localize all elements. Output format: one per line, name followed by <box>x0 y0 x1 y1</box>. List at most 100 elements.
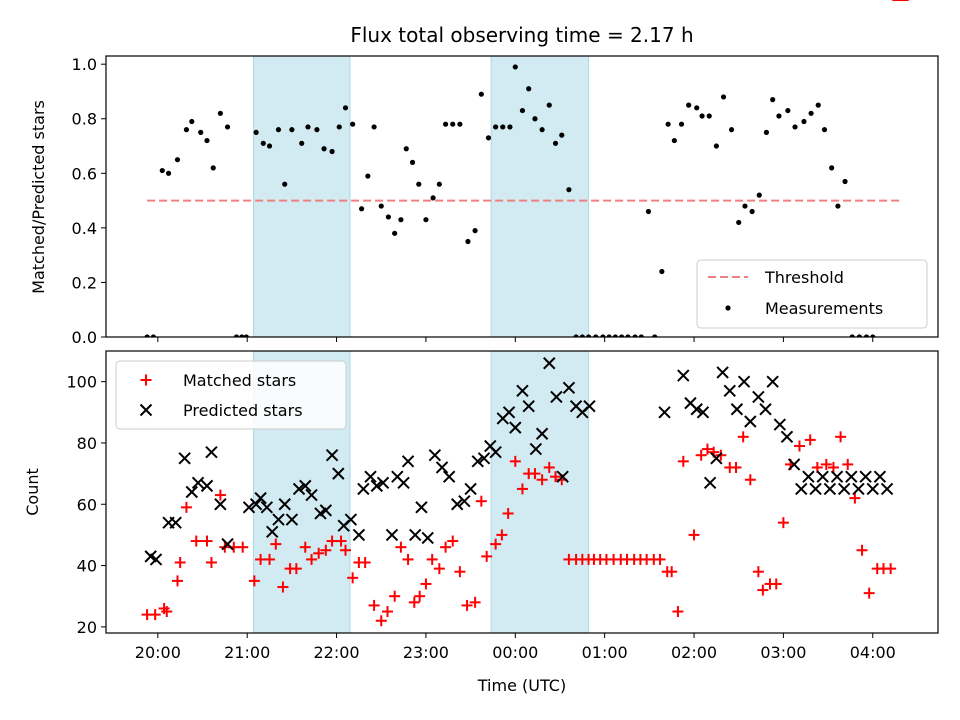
matched-star-point <box>402 553 414 565</box>
measurement-point <box>436 181 442 187</box>
predicted-star-point <box>285 513 299 526</box>
x-tick-label: 02:00 <box>671 643 717 662</box>
predicted-star-point <box>205 445 218 459</box>
predicted-star-point <box>178 452 191 465</box>
predicted-star-point <box>845 470 858 483</box>
predicted-star-point <box>502 406 516 419</box>
measurement-point <box>749 208 755 215</box>
matched-star-point <box>481 550 493 562</box>
measurement-point <box>159 167 165 174</box>
matched-star-point <box>340 544 352 556</box>
predicted-star-point <box>464 482 477 496</box>
measurement-point <box>204 137 210 144</box>
measurement-point <box>638 334 644 337</box>
matched-star-point <box>277 581 289 593</box>
chart-title: Flux total observing time = 2.17 h <box>350 23 693 47</box>
threshold-legend-label: Threshold <box>764 268 844 287</box>
predicted-star-point <box>299 479 312 493</box>
measurement-point <box>183 127 190 133</box>
predicted-star-point <box>744 415 757 428</box>
matched-star-point <box>270 538 282 550</box>
top-legend: Threshold Measurements <box>696 259 928 329</box>
predicted-star-point <box>773 418 787 431</box>
measurement-point <box>493 124 499 130</box>
measurement-point <box>593 334 599 337</box>
bottom-legend-box <box>115 360 347 430</box>
measurement-point <box>876 0 881 3</box>
measurement-point <box>430 195 436 201</box>
x-tick-label: 21:00 <box>224 643 270 662</box>
measurement-point <box>801 118 807 125</box>
predicted-star-point <box>221 537 234 551</box>
matched-star-point <box>447 535 459 547</box>
measurement-point <box>612 334 618 337</box>
predicted-star-point <box>837 482 851 496</box>
predicted-star-point <box>471 455 484 468</box>
measurement-point <box>210 165 216 171</box>
top-panel: 0.0 0.2 0.4 0.6 0.8 1.0 Threshold Measurements <box>72 0 939 347</box>
matched-star-point <box>863 587 875 599</box>
top-y-axis-label: Matched/Predicted stars <box>29 100 48 294</box>
matched-star-point <box>299 541 311 553</box>
matched-star-point <box>395 541 407 553</box>
predicted-legend-label: Predicted stars <box>183 401 303 420</box>
measurement-point <box>884 0 889 3</box>
matched-star-point <box>420 578 432 590</box>
predicted-star-point <box>703 476 717 490</box>
measurement-point <box>652 334 658 337</box>
matched-star-point <box>382 606 394 618</box>
predicted-star-point <box>442 470 456 483</box>
measurement-point <box>863 334 870 337</box>
matched-star-point <box>516 483 528 495</box>
predicted-star-point <box>583 399 596 413</box>
predicted-star-point <box>260 501 274 514</box>
measurement-point <box>606 334 612 337</box>
predicted-star-point <box>859 470 872 483</box>
predicted-star-point <box>802 470 815 483</box>
x-tick-label: 01:00 <box>582 643 628 662</box>
predicted-star-point <box>562 381 576 394</box>
matched-star-point <box>654 553 666 565</box>
measurement-point <box>659 268 665 275</box>
predicted-star-point <box>376 476 390 490</box>
predicted-star-point <box>325 449 339 462</box>
y-tick-label: 20 <box>77 618 97 637</box>
measurement-point <box>770 97 776 103</box>
predicted-star-point <box>852 482 865 496</box>
y-tick-label: 0.2 <box>72 273 97 292</box>
measurement-points <box>144 0 889 337</box>
measurement-point <box>243 334 249 337</box>
x-tick-label: 20:00 <box>135 643 181 662</box>
matched-star-point <box>827 461 839 473</box>
matched-star-point <box>440 541 452 553</box>
matched-star-point <box>496 529 508 541</box>
predicted-star-point <box>529 442 543 456</box>
measurement-point <box>736 219 742 226</box>
y-tick-label: 100 <box>66 373 97 392</box>
predicted-star-point <box>809 482 822 496</box>
matched-star-point <box>804 434 816 446</box>
predicted-star-point <box>242 501 256 514</box>
measurement-point <box>532 116 538 122</box>
predicted-star-point <box>332 467 345 480</box>
measurement-point <box>314 127 320 133</box>
measurement-point <box>742 203 748 209</box>
matched-star-point <box>368 599 380 611</box>
measurement-point <box>678 121 685 127</box>
matched-star-point <box>777 517 789 529</box>
measurement-point <box>706 113 712 119</box>
matched-star-point <box>536 474 548 486</box>
measurement-point <box>457 121 463 127</box>
matched-legend-marker <box>140 374 152 386</box>
matched-star-point <box>201 535 213 547</box>
predicted-star-point <box>535 427 549 440</box>
predicted-star-point <box>509 421 522 434</box>
predicted-star-point <box>415 501 428 514</box>
matched-star-point <box>842 458 854 470</box>
predicted-star-point <box>401 455 415 468</box>
measurements-legend-marker <box>725 305 731 311</box>
bottom-panel: 20 40 60 80 100 20:00 21:00 22:00 23:00 00:00 01:0… <box>66 0 939 662</box>
measurement-point <box>686 102 692 108</box>
matched-star-point <box>335 535 347 547</box>
top-plot-frame <box>105 55 939 338</box>
